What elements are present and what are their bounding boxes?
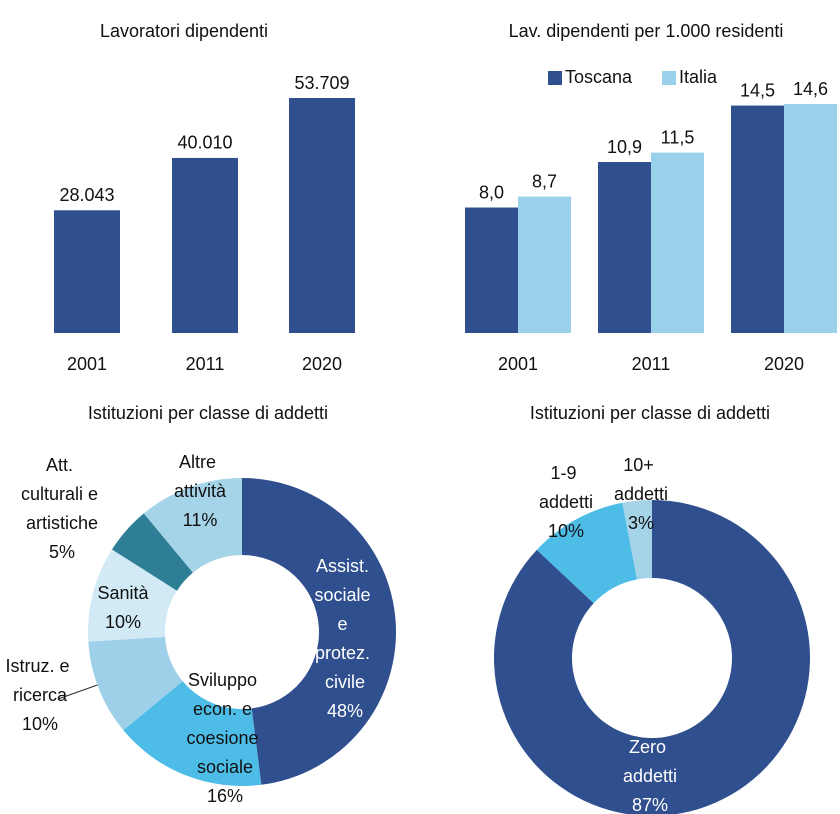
slice-value: 48% (327, 701, 363, 721)
data-label: 14,5 (740, 80, 775, 100)
bar (598, 162, 651, 333)
slice-value: 10% (105, 612, 141, 632)
bar (465, 207, 518, 333)
slice-value: 16% (207, 786, 243, 806)
bar (784, 104, 837, 333)
slice-value: 10% (548, 521, 584, 541)
x-tick-label: 2001 (498, 354, 538, 374)
slice-label: Sanità (97, 583, 149, 603)
donut-slice (494, 500, 810, 814)
donut-slice (123, 681, 262, 786)
slice-label: 10+ addetti (614, 455, 668, 504)
donut-slice (143, 478, 242, 573)
slice-label: Assist. sociale e protez. civile (314, 556, 375, 692)
slice-label: Sviluppo econ. e coesione sociale (186, 670, 263, 777)
slice-value: 3% (628, 513, 654, 533)
slice-label: Att. culturali e artistiche (21, 455, 103, 533)
donut-slice (536, 502, 638, 604)
data-label: 53.709 (294, 73, 349, 93)
bar (731, 105, 784, 333)
donut-slice (242, 478, 396, 785)
chart-title: Istituzioni per classe di addetti (88, 403, 328, 423)
donut-slice (622, 500, 652, 580)
data-label: 10,9 (607, 137, 642, 157)
slice-value: 87% (632, 795, 668, 814)
data-label: 11,5 (661, 127, 695, 147)
slice-label: Istruz. e ricerca (5, 656, 74, 705)
legend-swatch (548, 71, 562, 85)
bar (289, 98, 355, 333)
bar (54, 210, 120, 333)
data-label: 14,6 (793, 79, 828, 99)
donut-slice (88, 636, 183, 731)
legend-label: Italia (679, 67, 718, 87)
legend-label: Toscana (565, 67, 633, 87)
chart-title: Istituzioni per classe di addetti (530, 403, 770, 423)
x-tick-label: 2001 (67, 354, 107, 374)
data-label: 8,7 (532, 171, 557, 191)
slice-label: Altre attività (174, 452, 227, 501)
data-label: 8,0 (479, 182, 504, 202)
donut-slice (88, 549, 177, 642)
slice-label: Zero addetti (623, 737, 677, 786)
x-tick-label: 2011 (186, 354, 225, 374)
bar (518, 196, 571, 333)
chart-title: Lavoratori dipendenti (100, 21, 268, 41)
slice-value: 10% (22, 714, 58, 734)
x-tick-label: 2011 (632, 354, 671, 374)
x-tick-label: 2020 (764, 354, 804, 374)
chart-title: Lav. dipendenti per 1.000 residenti (509, 21, 784, 41)
data-label: 40.010 (177, 133, 232, 153)
x-tick-label: 2020 (302, 354, 342, 374)
slice-value: 5% (49, 542, 75, 562)
bar (172, 157, 238, 333)
donut-slice (111, 513, 193, 591)
slice-value: 11% (183, 510, 218, 530)
data-label: 28.043 (59, 185, 114, 205)
slice-label: 1-9 addetti (539, 463, 593, 512)
bar (651, 152, 704, 333)
legend-swatch (662, 71, 676, 85)
